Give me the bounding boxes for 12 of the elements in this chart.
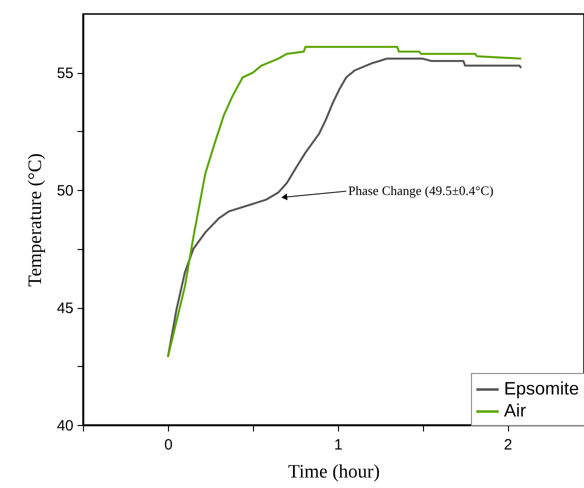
legend-label: Air xyxy=(504,400,526,420)
x-tick-label: 0 xyxy=(164,436,173,454)
y-tick-label: 45 xyxy=(56,300,74,318)
y-tick-label: 50 xyxy=(56,182,74,200)
y-axis-title: Temperature (°C) xyxy=(24,153,46,287)
x-tick-label: 1 xyxy=(334,436,342,454)
x-tick-label: 2 xyxy=(504,436,512,454)
y-tick-label: 55 xyxy=(56,65,74,82)
legend-label: Epsomite xyxy=(504,378,580,398)
y-tick-label: 40 xyxy=(56,418,74,434)
annotation: Phase Change (49.5±0.4°C) xyxy=(348,183,494,198)
x-axis-title: Time (hour) xyxy=(288,462,380,482)
